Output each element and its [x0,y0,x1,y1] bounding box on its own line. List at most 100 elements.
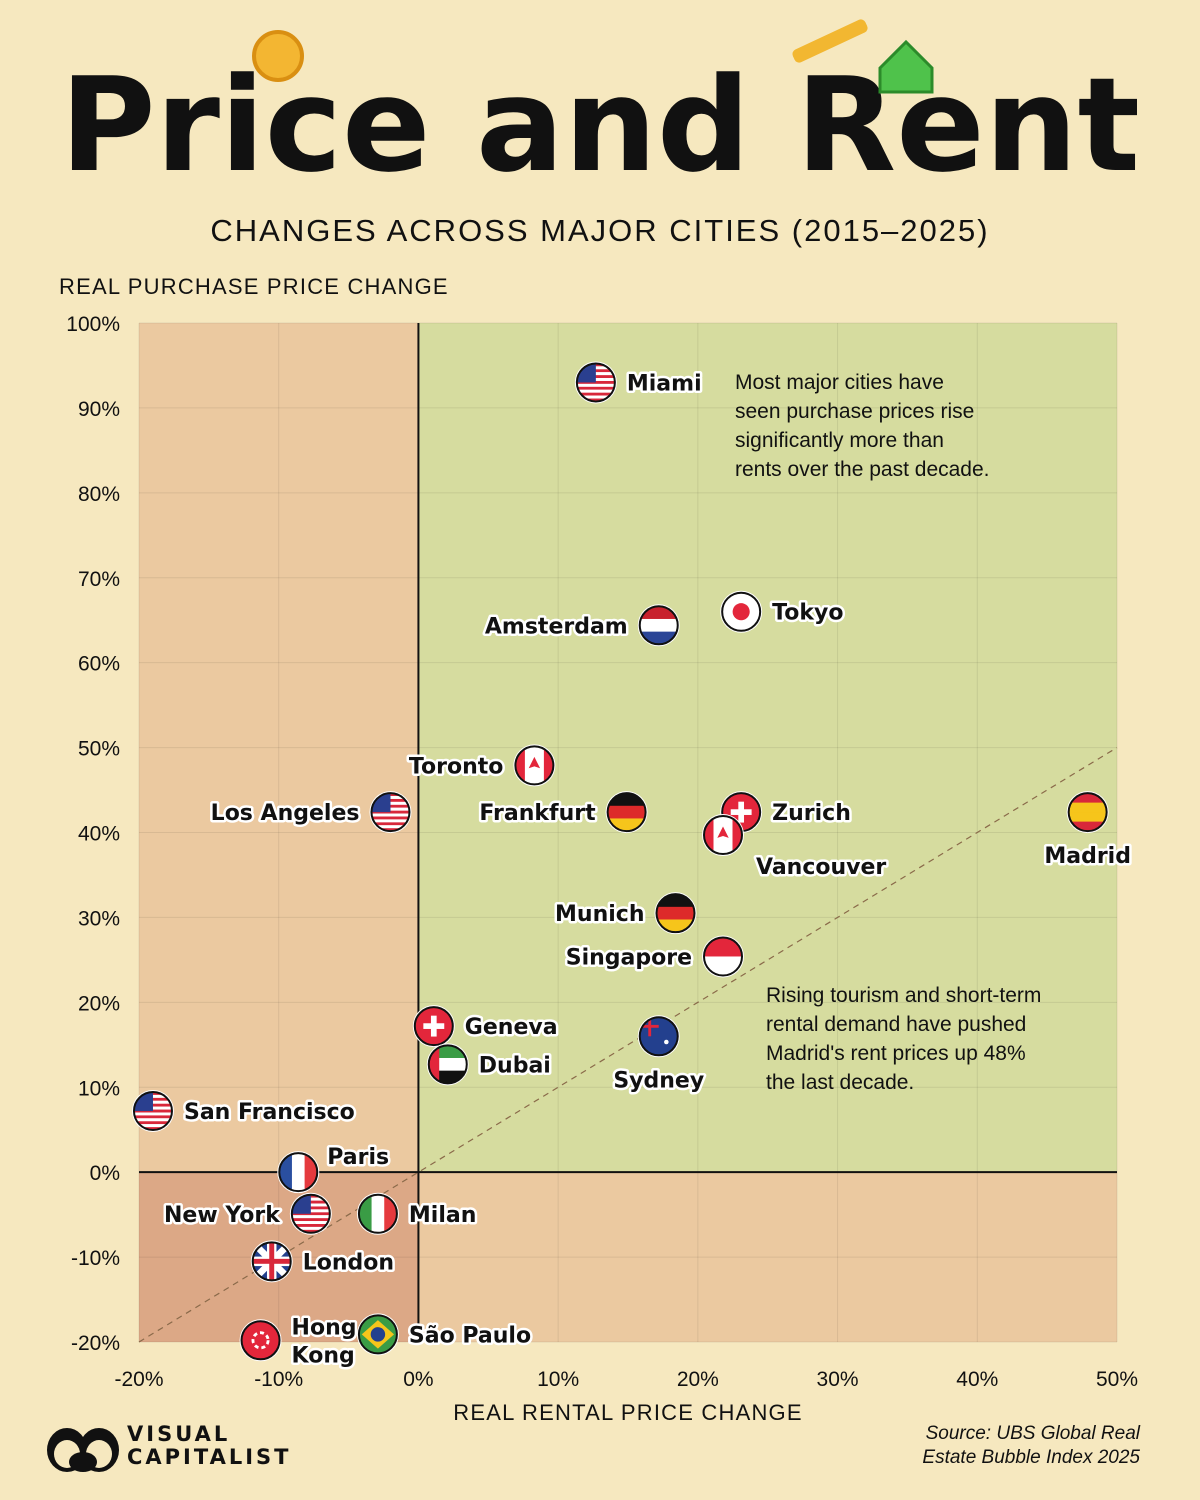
flag-part [133,1127,172,1131]
data-point-sydney: Sydney [611,1015,707,1096]
flag-hk-icon [241,1321,280,1360]
key-icon [792,19,868,63]
flag-part [291,1224,330,1227]
flag-part [291,1221,330,1225]
y-tick-label: 40% [78,823,120,846]
annotation-line: seen purchase prices rise [735,400,975,423]
flag-part [133,1121,172,1125]
data-point-madrid: Madrid [1042,791,1133,872]
flag-border [427,1044,468,1085]
flag-border [638,1016,679,1057]
flag-border [370,792,411,833]
flag-border [606,792,647,833]
flag-part [704,956,743,976]
flag-part [252,1258,291,1264]
house-icon [878,39,934,94]
y-tick-label: 90% [78,398,120,421]
y-tick-label: 10% [78,1077,120,1100]
flag-ca-icon [515,746,554,785]
x-axis-label: REAL RENTAL PRICE CHANGE [453,1400,803,1425]
flag-border [413,1006,454,1047]
data-point-hong-kong: Hong Kong [239,1313,359,1371]
data-point-san-francisco: San Francisco [131,1090,357,1133]
flag-part [732,816,743,855]
flag-border [514,745,555,786]
chart-title: Price and Rent [60,49,1140,201]
flag-border [132,1091,173,1132]
flag-part [133,1118,172,1122]
y-tick-label: 50% [78,738,120,761]
data-point-vancouver: Vancouver [702,814,889,883]
city-label: Kong [292,1343,355,1368]
city-label: Milan [409,1203,476,1228]
annotation-line: Most major cities have [735,371,944,394]
flag-part [639,618,678,633]
quadrant-negative-rent [139,323,419,1173]
y-tick-label: 20% [78,992,120,1015]
visual-capitalist-logo: VISUAL CAPITALIST [45,1418,291,1474]
annotation-madrid: Rising tourism and short-term rental dem… [766,981,1041,1097]
data-point-milan: Milan [356,1192,479,1235]
coin-icon [252,30,304,82]
city-label: Madrid [1044,844,1131,869]
flag-ch-icon [414,1007,453,1046]
flag-sg-icon [704,937,743,976]
city-label: Frankfurt [479,801,596,826]
x-tick-label: 40% [956,1368,998,1391]
flag-part [1068,812,1107,823]
flag-border [655,893,696,934]
annotation-line: the last decade. [766,1071,915,1094]
binoculars-icon [47,1428,119,1472]
annotation-line: rental demand have pushed [766,1013,1027,1036]
city-label: Hong [292,1315,357,1340]
flag-part [704,816,715,855]
city-label: São Paulo [409,1323,531,1348]
flag-border [278,1152,319,1193]
y-tick-label: 30% [78,907,120,930]
flag-part [133,1112,172,1116]
logo-text-visual: VISUAL [127,1422,231,1446]
city-label: Tokyo [772,601,843,626]
y-tick-label: -10% [71,1247,120,1270]
y-tick-label: 80% [78,483,120,506]
flag-part [371,1194,386,1233]
annotation-line: Madrid's rent prices up 48% [766,1042,1026,1065]
flag-part [370,1327,386,1342]
flag-part [576,386,615,390]
flag-part [371,825,410,829]
flag-jp-icon [722,592,761,631]
city-label: Miami [627,371,702,396]
flag-part [133,1124,172,1128]
flag-part [664,1039,669,1045]
data-point-singapore: Singapore [563,935,745,978]
flag-part [576,389,615,393]
flag-part [543,746,554,785]
flag-border [251,1241,292,1282]
city-label: Los Angeles [211,801,360,826]
data-point-miami: Miami [574,361,704,404]
x-tick-label: 30% [817,1368,859,1391]
flag-part [528,756,541,769]
flag-part [1068,821,1107,832]
city-label: Sydney [613,1068,704,1093]
flag-border [575,362,616,403]
flag-part [291,1229,330,1233]
x-tick-label: 50% [1096,1368,1138,1391]
flag-br-icon [358,1315,397,1354]
city-label: New York [164,1203,281,1228]
flag-border [1067,792,1108,833]
chart-subtitle: CHANGES ACROSS MAJOR CITIES (2015–2025) [210,213,990,248]
city-label: Vancouver [756,855,886,880]
flag-part [1068,802,1107,814]
flag-part [576,395,615,399]
y-tick-label: 100% [66,313,120,336]
flag-part [251,1331,270,1350]
flag-part [717,826,729,838]
flag-part [371,816,410,820]
flag-part [371,819,410,823]
flag-au-icon [639,1017,678,1056]
flag-part [723,816,734,855]
flag-border [703,936,744,977]
city-label: Singapore [566,945,692,970]
